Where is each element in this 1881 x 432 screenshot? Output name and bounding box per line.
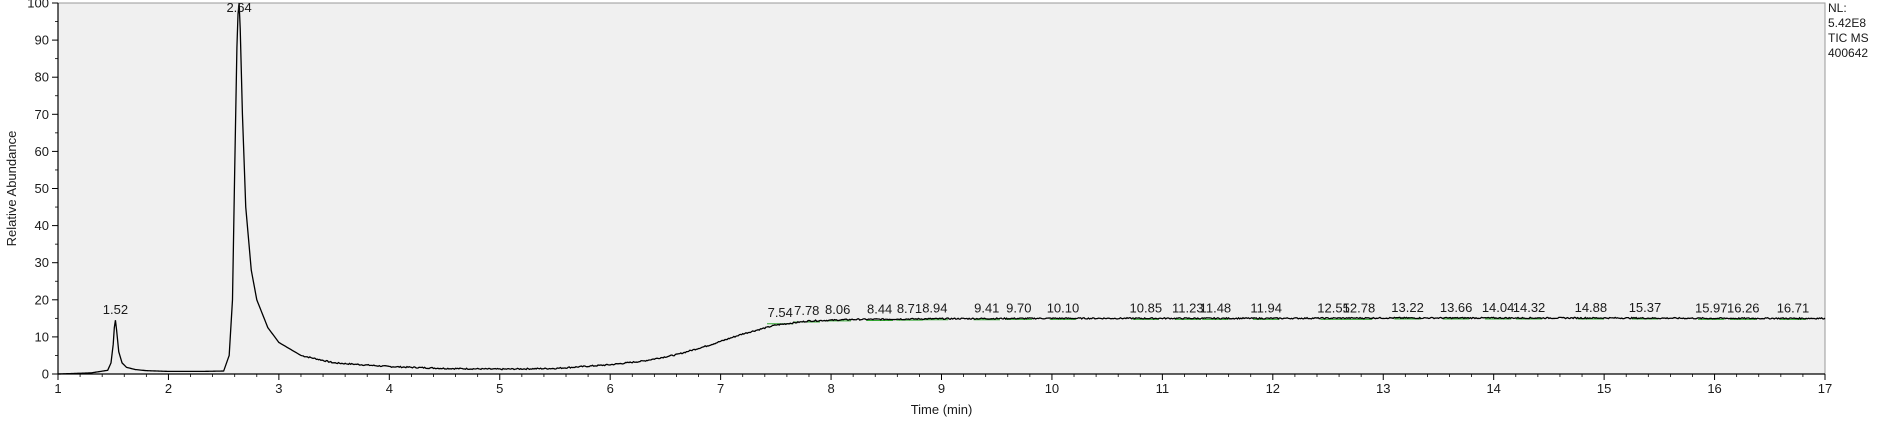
peak-label: 13.66 [1440,300,1473,315]
info-block: NL: 5.42E8 TIC MS 400642 [1828,1,1869,60]
x-tick-label: 16 [1707,381,1721,396]
tic-trace-line [57,2,1826,375]
peak-label: 11.23 [1172,300,1204,315]
peak-label: 8.06 [825,302,850,317]
y-tick-label: 30 [35,255,49,270]
peak-label: 11.94 [1250,300,1282,315]
y-tick-label: 80 [35,70,49,85]
peak-label: 9.41 [974,301,999,316]
x-tick-label: 7 [717,381,724,396]
peak-label: 8.44 [867,301,892,316]
x-tick-label: 5 [496,381,503,396]
peak-label: 13.22 [1391,300,1424,315]
y-axis-ticks: 0 10 20 30 40 50 60 70 80 90 100 [27,0,58,382]
x-axis-title: Time (min) [911,402,973,417]
y-tick-label: 0 [42,367,49,382]
x-tick-label: 4 [386,381,393,396]
x-tick-label: 11 [1156,381,1170,396]
x-tick-label: 10 [1045,381,1059,396]
peak-label: 7.54 [768,305,793,320]
x-tick-label: 8 [827,381,834,396]
y-axis-title: Relative Abundance [4,131,19,247]
peak-label: 10.10 [1047,300,1080,315]
peak-label: 16.26 [1727,300,1760,315]
x-tick-label: 3 [275,381,282,396]
y-tick-label: 100 [27,0,49,11]
peak-label: 8.94 [922,301,947,316]
x-tick-label: 6 [607,381,614,396]
x-tick-label: 1 [54,381,61,396]
peak-label: 9.70 [1006,300,1031,315]
peak-label: 14.04 [1482,300,1515,315]
peak-label: 15.97 [1695,300,1728,315]
y-tick-label: 60 [35,144,49,159]
x-tick-label: 13 [1376,381,1390,396]
x-tick-label: 2 [165,381,172,396]
y-tick-label: 90 [35,33,49,48]
info-line-nl-value: 5.42E8 [1828,16,1866,30]
y-tick-label: 50 [35,181,49,196]
plot-area [57,2,1826,375]
x-axis-ticks: 1 2 3 4 5 6 7 8 9 10 11 12 13 14 15 16 17 [54,374,1832,396]
peak-label-layer: 1.52 2.64 7.54 7.78 8.06 8.44 8.71 8.94 9.41 9.70… [103,0,1809,320]
y-tick-label: 20 [35,292,49,307]
x-tick-label: 15 [1597,381,1611,396]
peak-label: 12.55 [1317,300,1350,315]
peak-label: 10.85 [1130,300,1163,315]
x-tick-label: 14 [1486,381,1500,396]
peak-label: 16.71 [1777,300,1810,315]
peak-label: 11.48 [1200,300,1232,315]
peak-label: 14.32 [1513,300,1546,315]
peak-label: 15.37 [1629,300,1662,315]
x-tick-label: 17 [1818,381,1832,396]
y-tick-label: 70 [35,107,49,122]
peak-label: 1.52 [103,302,128,317]
info-line-nl: NL: [1828,1,1847,15]
peak-label: 7.78 [794,303,819,318]
info-line-id: 400642 [1828,46,1868,60]
peak-label: 14.88 [1575,300,1608,315]
y-tick-label: 10 [35,329,49,344]
peak-label: 12.78 [1343,300,1376,315]
x-tick-label: 9 [938,381,945,396]
peak-label: 8.71 [897,301,922,316]
x-tick-label: 12 [1266,381,1280,396]
y-tick-label: 40 [35,218,49,233]
peak-label: 2.64 [226,0,251,15]
info-line-scan-type: TIC MS [1828,31,1869,45]
